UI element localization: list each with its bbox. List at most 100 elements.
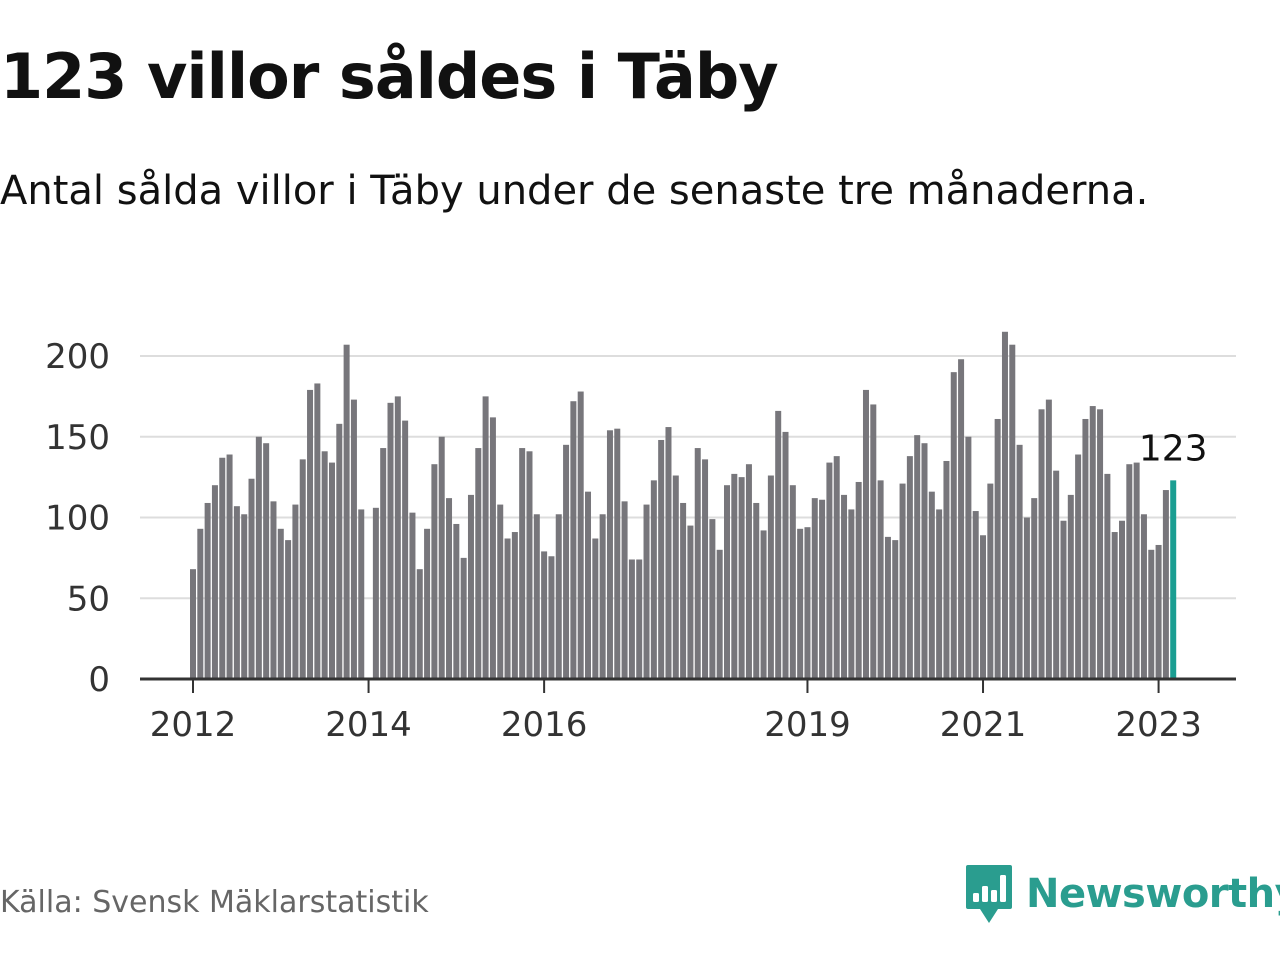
bar: [241, 514, 248, 679]
bar: [855, 481, 862, 679]
brand-logo: Newsworthy: [964, 862, 1280, 926]
bar: [1162, 490, 1169, 679]
bar: [811, 498, 818, 679]
bar: [1060, 520, 1067, 679]
bar: [980, 535, 987, 679]
bar: [248, 478, 255, 679]
bar: [1023, 517, 1030, 679]
bar: [446, 498, 453, 679]
bar: [1067, 494, 1074, 679]
bar: [621, 501, 628, 679]
bar: [775, 410, 782, 679]
bar: [314, 383, 321, 679]
bar: [914, 435, 921, 679]
bar: [731, 473, 738, 679]
bar: [928, 491, 935, 679]
bar: [862, 389, 869, 679]
bar: [724, 485, 730, 679]
bar: [438, 436, 445, 679]
bar: [570, 401, 577, 679]
bar: [270, 501, 277, 679]
bar: [658, 439, 665, 679]
bar: [636, 559, 643, 679]
bar: [1140, 514, 1147, 679]
bar: [255, 436, 262, 679]
bar: [994, 418, 1001, 679]
bar: [394, 396, 401, 680]
y-tick-label-100: 100: [45, 499, 110, 539]
bar: [1031, 498, 1038, 679]
source-note: Källa: Svensk Mäklarstatistik: [0, 885, 429, 920]
chart-subtitle: Antal sålda villor i Täby under de senas…: [0, 168, 1149, 214]
bars: [190, 331, 1177, 680]
bar: [884, 536, 891, 679]
bar: [277, 528, 284, 679]
bar: [1126, 464, 1133, 679]
bar: [819, 499, 826, 679]
bar: [614, 428, 621, 679]
latest-value-label: 123: [1139, 428, 1208, 469]
bar: [760, 530, 767, 679]
bar: [892, 540, 899, 679]
bar: [475, 448, 482, 679]
bar: [643, 504, 650, 679]
bar: [497, 504, 504, 679]
y-tick-label-50: 50: [67, 579, 110, 619]
bar: [826, 462, 833, 679]
bar: [672, 475, 679, 679]
y-tick-label-200: 200: [45, 337, 110, 377]
bar: [409, 512, 416, 679]
bar: [716, 549, 723, 679]
bar: [936, 509, 943, 679]
bar: [972, 511, 979, 679]
bar: [1009, 344, 1016, 679]
bar: [1111, 532, 1118, 679]
bar: [358, 509, 365, 679]
bar: [541, 551, 548, 679]
x-tick-label-2023: 2023: [1115, 705, 1202, 745]
bar: [197, 528, 204, 679]
bar: [292, 504, 299, 679]
bar: [350, 399, 357, 679]
bar: [219, 457, 226, 679]
bar: [577, 391, 584, 679]
bar: [555, 514, 562, 679]
bar: [1038, 409, 1045, 679]
bar: [804, 527, 811, 679]
bar: [548, 556, 555, 679]
y-axis-labels: 0 50 100 150 200: [45, 337, 110, 700]
x-tick-label-2019: 2019: [764, 705, 851, 745]
bar: [709, 519, 716, 679]
bar: [738, 477, 745, 680]
y-tick-label-0: 0: [88, 660, 110, 700]
bar: [628, 559, 635, 679]
bar: [328, 462, 335, 679]
bar: [797, 528, 804, 679]
bar: [870, 404, 877, 679]
bar: [585, 491, 592, 679]
bar: [592, 538, 599, 679]
bar: [1104, 473, 1111, 679]
bar: [424, 528, 431, 679]
bar: [380, 448, 387, 679]
bar: [687, 525, 694, 679]
bar: [211, 485, 218, 679]
bar: [702, 459, 709, 679]
bar: [226, 454, 233, 679]
bar: [680, 502, 687, 679]
bar: [650, 480, 657, 679]
bar: [950, 372, 957, 679]
bar: [606, 430, 613, 679]
x-tick-label-2021: 2021: [940, 705, 1027, 745]
bar: [1016, 444, 1023, 679]
bar: [1097, 409, 1104, 679]
bar: [299, 459, 306, 679]
bar: [782, 431, 789, 679]
bar: [899, 483, 906, 679]
bar: [921, 443, 928, 679]
bar: [416, 569, 423, 679]
bar: [599, 514, 606, 679]
bar: [504, 538, 511, 679]
bar: [533, 514, 540, 679]
